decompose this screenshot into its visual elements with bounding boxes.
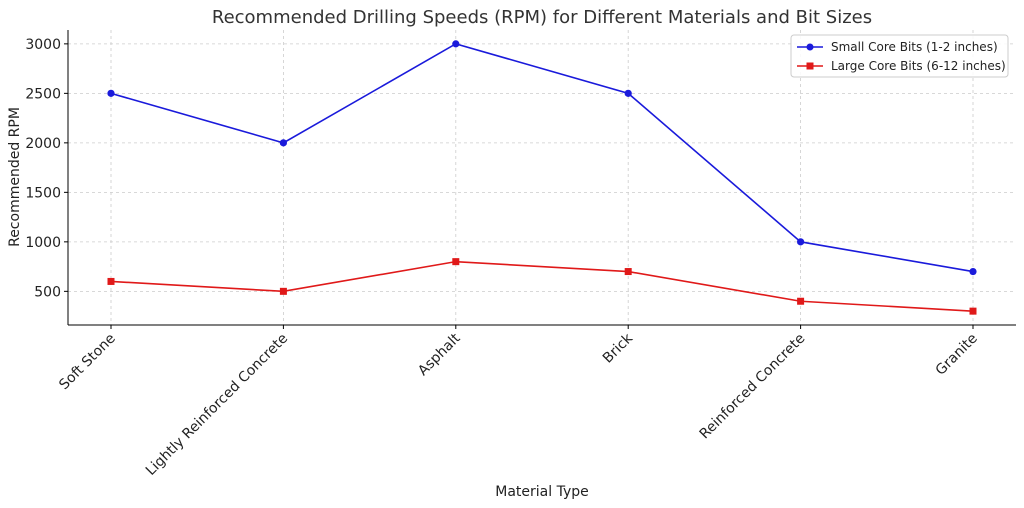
grid [68, 30, 1016, 325]
x-tick-label: Granite [933, 331, 981, 379]
data-point [797, 238, 805, 246]
y-axis-label: Recommended RPM [7, 107, 23, 247]
data-point [969, 307, 977, 315]
legend: Small Core Bits (1-2 inches) Large Core B… [790, 34, 1009, 78]
chart-title: Recommended Drilling Speeds (RPM) for Di… [212, 7, 872, 28]
y-tick-label: 3000 [25, 37, 61, 53]
x-axis-label: Material Type [495, 484, 588, 500]
x-ticks: Soft Stone Lightly Reinforced Concrete Asp… [56, 325, 981, 479]
x-tick-label: Reinforced Concrete [697, 331, 809, 443]
data-point [624, 89, 632, 97]
data-point [107, 89, 115, 97]
data-point [452, 258, 460, 266]
data-point [279, 287, 287, 295]
series-line [110, 260, 974, 312]
data-point [969, 267, 977, 276]
y-tick-label: 2000 [25, 136, 61, 152]
series-2 [107, 258, 977, 315]
y-tick-label: 1500 [25, 185, 61, 201]
data-point [452, 40, 460, 48]
y-tick-label: 2500 [25, 86, 61, 102]
data-point [624, 268, 632, 276]
x-tick-label: Lightly Reinforced Concrete [143, 331, 291, 479]
legend-item: Large Core Bits (6-12 inches) [797, 59, 1006, 73]
legend-label: Large Core Bits (6-12 inches) [831, 59, 1006, 73]
x-tick-label: Asphalt [415, 330, 464, 379]
legend-marker [806, 43, 814, 51]
data-point [107, 277, 115, 285]
series-1 [107, 40, 977, 276]
x-tick-label: Brick [600, 330, 637, 367]
legend-label: Small Core Bits (1-2 inches) [831, 40, 998, 54]
x-tick-label: Soft Stone [56, 331, 119, 394]
legend-item: Small Core Bits (1-2 inches) [797, 40, 998, 54]
series [107, 40, 977, 315]
data-point [797, 297, 805, 305]
series-line [110, 42, 974, 273]
y-tick-label: 500 [34, 284, 61, 300]
y-tick-label: 1000 [25, 235, 61, 251]
y-ticks: 500 1000 1500 2000 2500 3000 [25, 37, 68, 300]
data-point [279, 139, 287, 147]
legend-marker [806, 62, 814, 70]
axes [67, 30, 1016, 326]
legend-box [790, 34, 1009, 78]
